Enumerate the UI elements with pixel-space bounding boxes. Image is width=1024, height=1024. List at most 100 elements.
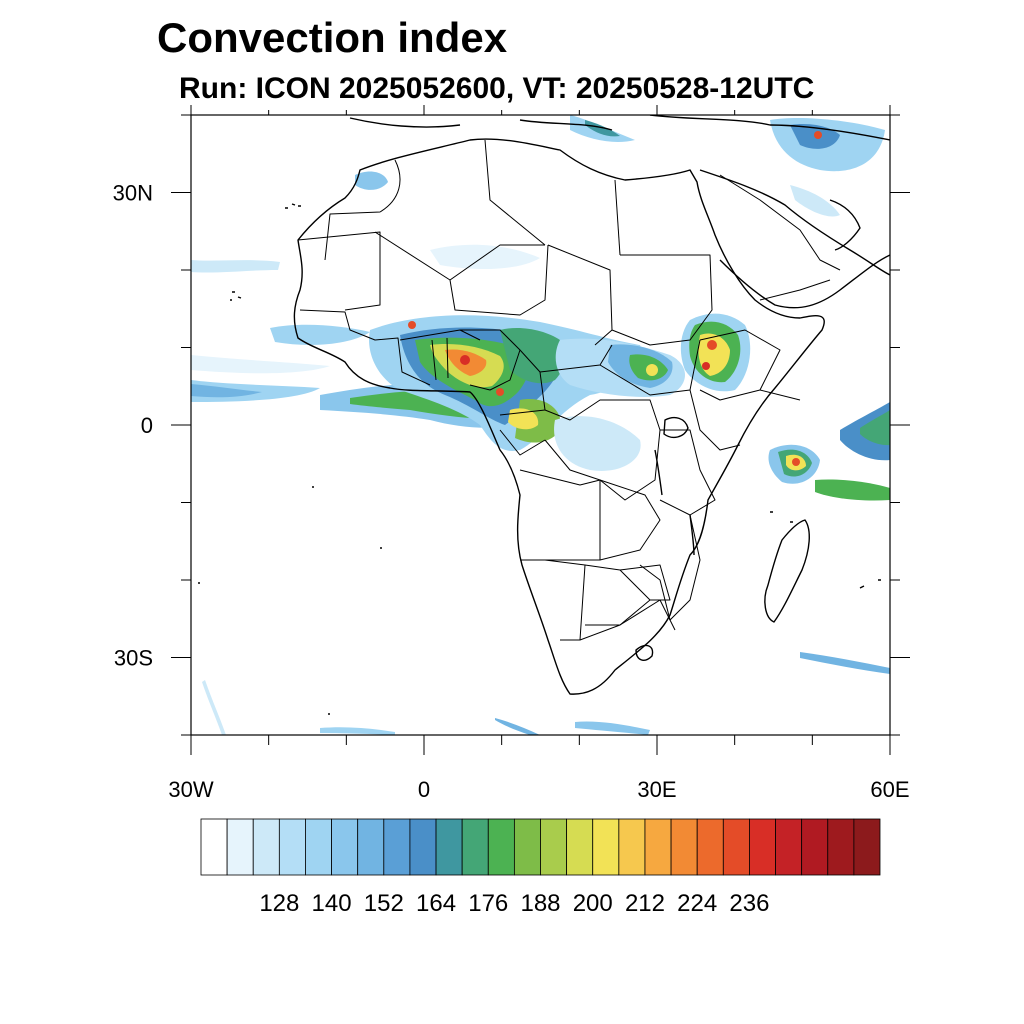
- shade-ethiopia-red-1: [707, 340, 717, 350]
- border-arabia: [719, 174, 841, 301]
- border-west-africa: [299, 309, 431, 386]
- colorbar-swatch: [775, 818, 803, 876]
- lon-label: 30E: [637, 777, 676, 802]
- colorbar-swatch: [409, 818, 437, 876]
- lon-label: 60E: [870, 777, 909, 802]
- colorbar-swatch: [566, 818, 594, 876]
- border-cameroon: [499, 349, 546, 416]
- shade-south-atlantic-streak: [800, 652, 890, 674]
- shade-indian-ocean-red: [792, 458, 800, 466]
- border-south-africa: [579, 599, 676, 641]
- shade-south-streak-2: [495, 718, 540, 735]
- lon-label: 0: [418, 777, 430, 802]
- colorbar-label: 224: [677, 890, 717, 917]
- colorbar-label: 128: [259, 890, 299, 917]
- lake-victoria: [663, 416, 689, 439]
- gulf-coastline: [829, 199, 861, 251]
- colorbar-swatch: [853, 818, 881, 876]
- country-borders: [297, 139, 841, 641]
- shade-sahara-light: [430, 244, 540, 270]
- arabia-coastline: [699, 169, 890, 309]
- shade-ethiopia-red-2: [702, 362, 710, 370]
- canary-islands: [285, 203, 301, 209]
- colorbar-label: 164: [416, 890, 456, 917]
- lat-label: 0: [141, 413, 153, 438]
- border-morocco-algeria: [324, 159, 401, 261]
- shade-indian-ocean-east-green: [860, 410, 890, 446]
- border-namibia: [544, 559, 586, 641]
- shade-west-africa-red-3: [496, 388, 504, 396]
- convection-shading: [191, 115, 890, 735]
- colorbar-label: 152: [364, 890, 404, 917]
- border-libya-egypt: [614, 179, 621, 256]
- border-angola: [519, 469, 601, 561]
- shade-west-sahel: [270, 324, 370, 345]
- shade-band-atlantic-upper: [191, 355, 330, 374]
- shade-south-streak-4: [320, 727, 395, 735]
- colorbar-swatch: [435, 818, 463, 876]
- border-mauritania: [297, 231, 381, 311]
- madagascar-coastline: [764, 519, 810, 623]
- colorbar-swatch: [305, 818, 332, 876]
- shade-sudan-yellow: [646, 364, 658, 376]
- map-axes: 30N 0 30S 30W 0 30E 60E: [113, 105, 910, 802]
- lat-label: 30N: [113, 181, 153, 206]
- shade-congo: [554, 416, 641, 471]
- border-southsudan: [599, 339, 701, 396]
- border-chad: [547, 244, 613, 346]
- colorbar-swatch: [696, 818, 724, 876]
- border-nigeria: [460, 329, 521, 391]
- shade-band-nw-atlantic: [191, 260, 280, 273]
- border-kenya-tanzania: [689, 389, 741, 451]
- lake-malawi: [689, 514, 695, 556]
- shade-south-streak-3: [575, 721, 650, 735]
- colorbar-swatch: [670, 818, 698, 876]
- border-mozambique: [639, 514, 701, 621]
- colorbar-label: 176: [468, 890, 508, 917]
- border-mali: [374, 231, 545, 281]
- colorbar-label: 200: [573, 890, 613, 917]
- lake-tanganyika: [654, 449, 663, 496]
- colorbar-label: 236: [729, 890, 769, 917]
- small-islands: [198, 486, 881, 715]
- colorbar-swatch: [644, 818, 672, 876]
- cape-verde: [230, 291, 242, 301]
- shade-morocco: [355, 171, 388, 190]
- map-coastlines: [198, 115, 890, 715]
- colorbar-swatch: [592, 818, 620, 876]
- shade-west-africa-red-2: [408, 321, 416, 329]
- border-zambia: [599, 479, 661, 561]
- lesotho-border: [635, 644, 654, 661]
- colorbar-swatch: [331, 818, 359, 876]
- border-somalia: [759, 389, 801, 401]
- border-congo-gabon: [499, 429, 546, 456]
- colorbar-swatch: [801, 818, 829, 876]
- colorbar-label: 188: [520, 890, 560, 917]
- border-ethiopia: [699, 329, 781, 401]
- border-tanzania: [659, 429, 716, 516]
- colorbar-swatch: [252, 818, 280, 876]
- border-algeria-libya: [484, 139, 546, 246]
- colorbar: 128 140 152 164 176 188 200 212 224 236: [200, 818, 881, 917]
- shade-west-africa-red-1: [460, 355, 470, 365]
- colorbar-swatch: [513, 818, 541, 876]
- colorbar-label: 140: [312, 890, 352, 917]
- colorbar-swatch: [827, 818, 855, 876]
- colorbar-swatch: [722, 818, 750, 876]
- border-ghana-togo: [431, 337, 449, 381]
- chart-subtitle: Run: ICON 2025052600, VT: 20250528-12UTC: [179, 72, 815, 105]
- colorbar-swatch: [383, 818, 411, 876]
- shade-central-africa: [500, 328, 566, 384]
- colorbar-swatch: [618, 818, 646, 876]
- shade-southwest-streak: [202, 680, 226, 735]
- chart-title: Convection index: [157, 14, 508, 61]
- colorbar-swatch: [226, 818, 254, 876]
- shade-turkey-red: [814, 131, 822, 139]
- europe-coastline: [349, 115, 890, 141]
- shade-indian-ocean-band: [815, 479, 890, 501]
- border-niger: [449, 244, 549, 316]
- border-botswana: [584, 564, 651, 626]
- border-drc: [544, 399, 661, 501]
- colorbar-swatch: [278, 818, 306, 876]
